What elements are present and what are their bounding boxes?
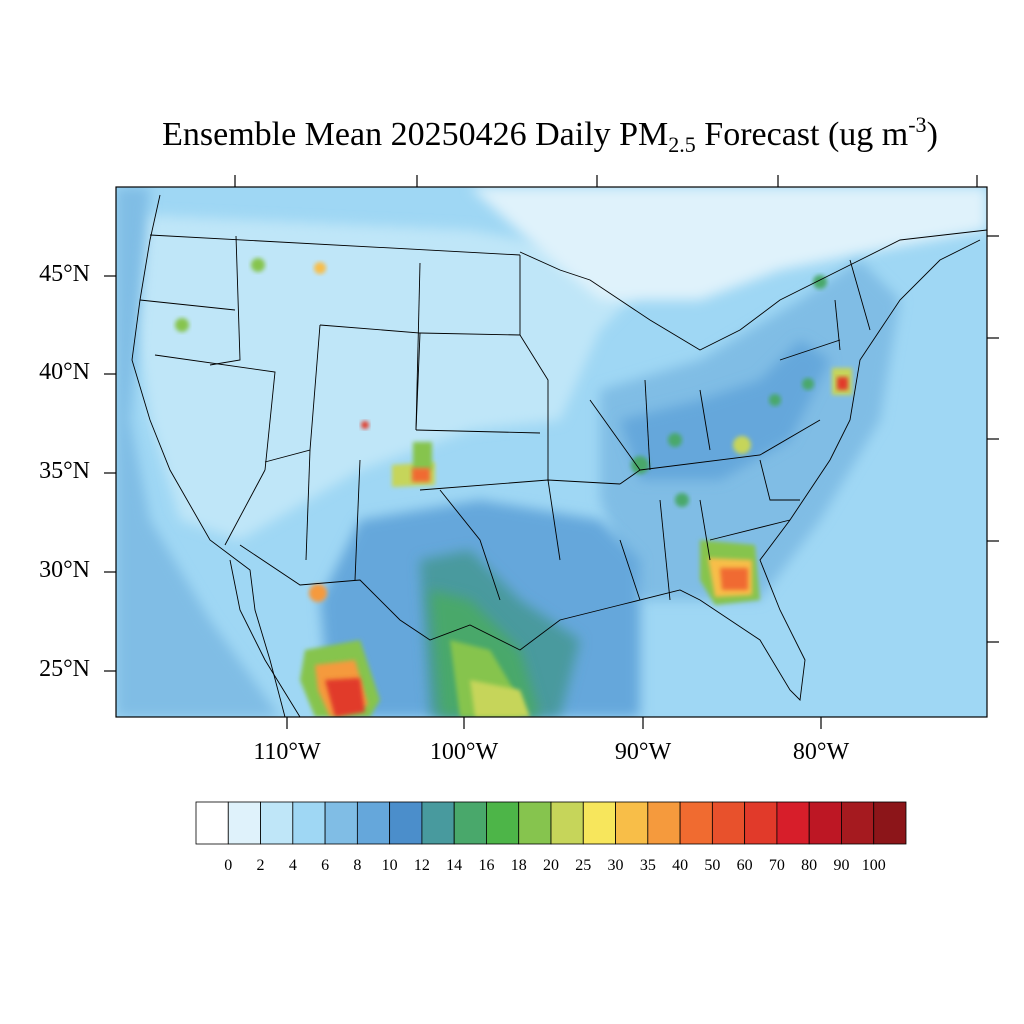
- title-superscript: -3: [908, 112, 927, 137]
- lat-label-25: 25°N: [39, 656, 90, 682]
- colorbar-label: 6: [321, 857, 330, 874]
- colorbar-swatch: [841, 801, 875, 845]
- lat-label-40: 40°N: [39, 359, 90, 385]
- map-title: Ensemble Mean 20250426 Daily PM2.5 Forec…: [0, 112, 1024, 158]
- boundaries: [131, 194, 987, 717]
- lat-label-30: 30°N: [39, 557, 90, 583]
- colorbar-swatch: [808, 801, 842, 845]
- lon-label-110: 110°W: [253, 739, 321, 765]
- colorbar-label: 25: [575, 857, 592, 874]
- map-border: [115, 186, 988, 718]
- title-close: ): [926, 116, 938, 153]
- colorbar-swatch: [356, 801, 391, 845]
- colorbar-swatch: [776, 801, 810, 845]
- colorbar-swatch: [324, 801, 358, 845]
- colorbar-label: 2: [256, 857, 265, 874]
- colorbar-swatch: [647, 801, 681, 845]
- colorbar-swatch: [292, 801, 326, 845]
- lat-label-45: 45°N: [39, 261, 90, 287]
- colorbar-label: 18: [510, 857, 527, 874]
- lon-label-90: 90°W: [614, 739, 672, 765]
- colorbar-label: 12: [413, 857, 430, 874]
- title-rest: Forecast (ug m: [695, 116, 909, 153]
- lat-label-35: 35°N: [39, 458, 90, 484]
- colorbar-swatch: [195, 801, 229, 845]
- colorbar-label: 20: [543, 857, 559, 874]
- colorbar-label: 4: [288, 857, 297, 874]
- colorbar-label: 30: [607, 857, 624, 874]
- colorbar-label: 50: [704, 857, 721, 874]
- colorbar-label: 10: [381, 857, 398, 874]
- title-main: Ensemble Mean 20250426 Daily PM: [162, 116, 669, 153]
- colorbar-swatch: [227, 801, 261, 845]
- colorbar-swatch: [679, 801, 713, 845]
- colorbar-label: 14: [446, 857, 463, 874]
- colorbar-swatch: [711, 801, 746, 845]
- colorbar-swatch: [453, 801, 487, 845]
- colorbar-swatch: [550, 801, 584, 845]
- colorbar-label: 100: [861, 857, 886, 874]
- colorbar-label: 70: [768, 857, 785, 874]
- colorbar-label: 35: [639, 857, 656, 874]
- colorbar-label: 0: [224, 857, 233, 874]
- colorbar-swatch: [518, 801, 552, 845]
- colorbar-swatch: [582, 801, 616, 845]
- colorbar-label: 60: [736, 857, 753, 874]
- lon-label-100: 100°W: [429, 739, 499, 765]
- ticks: [104, 175, 999, 729]
- colorbar-swatch: [873, 801, 907, 845]
- colorbar-label: 80: [801, 857, 818, 874]
- lon-label-80: 80°W: [792, 739, 850, 765]
- colorbar-swatch: [744, 801, 778, 845]
- colorbar-label: 8: [353, 857, 362, 874]
- colorbar-swatch: [260, 801, 294, 845]
- colorbar-swatch: [615, 801, 649, 845]
- colorbar-label: 16: [478, 857, 495, 874]
- colorbar-swatch: [421, 801, 455, 845]
- colorbar-swatch: [486, 801, 520, 845]
- colorbar: [195, 801, 907, 845]
- title-subscript: 2.5: [668, 132, 696, 157]
- colorbar-swatch: [389, 801, 423, 845]
- colorbar-label: 90: [833, 857, 850, 874]
- colorbar-label: 40: [672, 857, 689, 874]
